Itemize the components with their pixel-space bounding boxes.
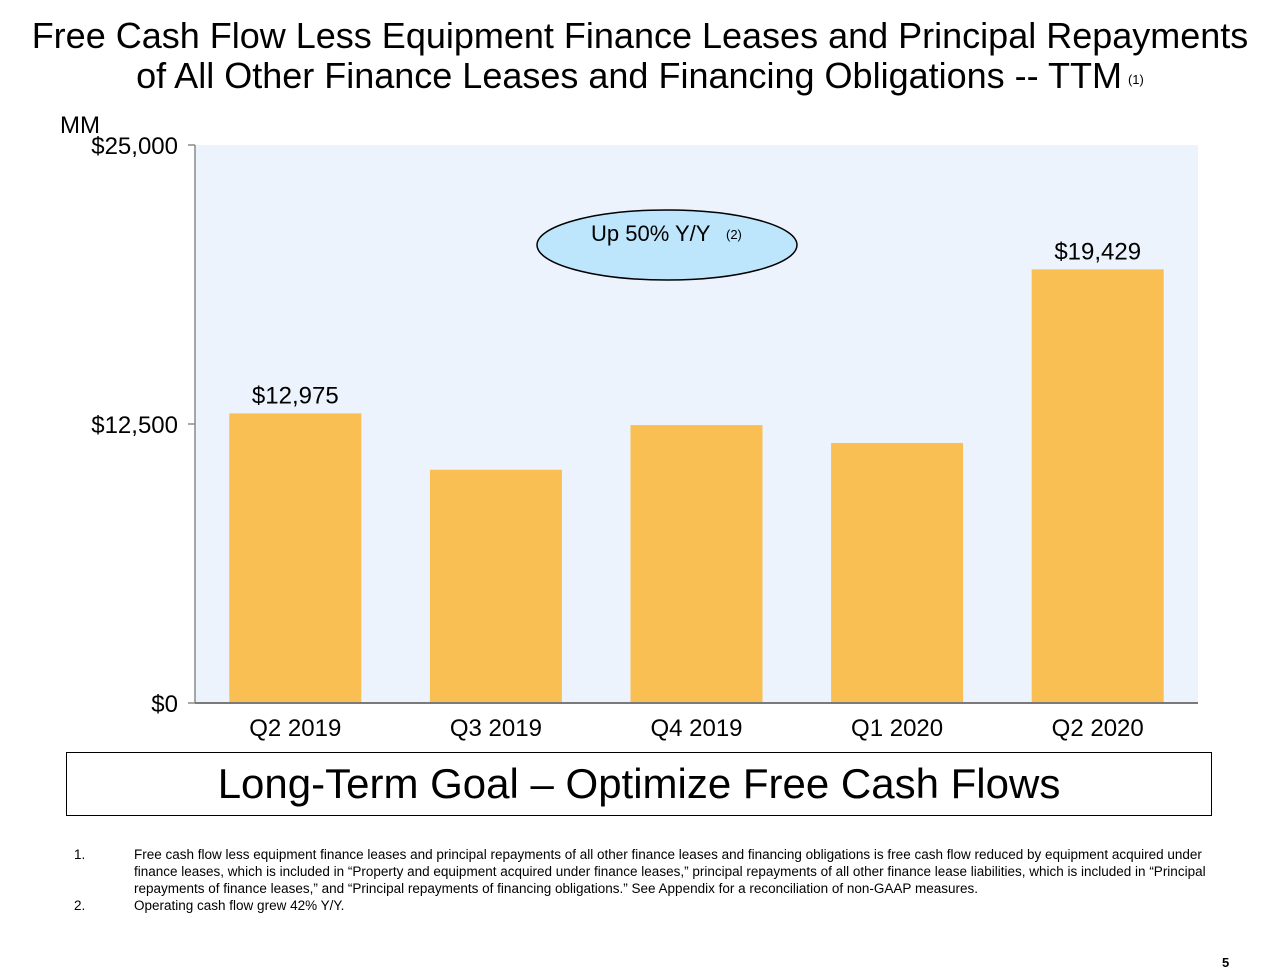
- x-tick-label: Q3 2019: [450, 715, 542, 742]
- footnote-2-number: 2.: [74, 898, 86, 913]
- bar-data-label: $12,975: [252, 382, 339, 409]
- title-line-2-text: of All Other Finance Leases and Financin…: [136, 55, 1122, 96]
- footnote-2: 2. Operating cash flow grew 42% Y/Y.: [74, 897, 1214, 914]
- page-number: 5: [1222, 955, 1230, 970]
- y-tick-label: $0: [151, 691, 178, 718]
- y-unit-label: MM: [60, 112, 100, 139]
- footnote-2-text: Operating cash flow grew 42% Y/Y.: [134, 898, 345, 913]
- goal-box: Long-Term Goal – Optimize Free Cash Flow…: [66, 752, 1212, 816]
- annotation-text: Up 50% Y/Y: [591, 221, 711, 246]
- x-tick-label: Q2 2019: [249, 715, 341, 742]
- footnote-1-text: Free cash flow less equipment finance le…: [134, 847, 1206, 896]
- title-line-1: Free Cash Flow Less Equipment Finance Le…: [31, 15, 1249, 56]
- bar: [831, 442, 964, 703]
- y-tick-label: $25,000: [91, 133, 178, 160]
- title-footnote-ref: (1): [1127, 72, 1144, 87]
- annotation-footnote-ref: (2): [726, 227, 742, 242]
- footnote-1: 1. Free cash flow less equipment finance…: [74, 846, 1214, 897]
- footnote-1-number: 1.: [74, 847, 86, 862]
- x-tick-label: Q2 2020: [1052, 715, 1144, 742]
- bar: [1031, 269, 1164, 703]
- x-tick-label: Q1 2020: [851, 715, 943, 742]
- footnotes: 1. Free cash flow less equipment finance…: [74, 846, 1214, 914]
- annotation-ellipse: [536, 209, 798, 281]
- y-tick-label: $12,500: [91, 412, 178, 439]
- bar-data-label: $19,429: [1054, 238, 1141, 265]
- title-line-2: of All Other Finance Leases and Financin…: [0, 56, 1280, 100]
- x-tick-label: Q4 2019: [650, 715, 742, 742]
- bar: [429, 469, 562, 703]
- bar: [229, 413, 362, 703]
- bar-chart: MM $0 $12,500 $25,000 $12,975 Q2 2019 Q3 2019 Q…: [60, 112, 1198, 742]
- bar: [630, 425, 763, 703]
